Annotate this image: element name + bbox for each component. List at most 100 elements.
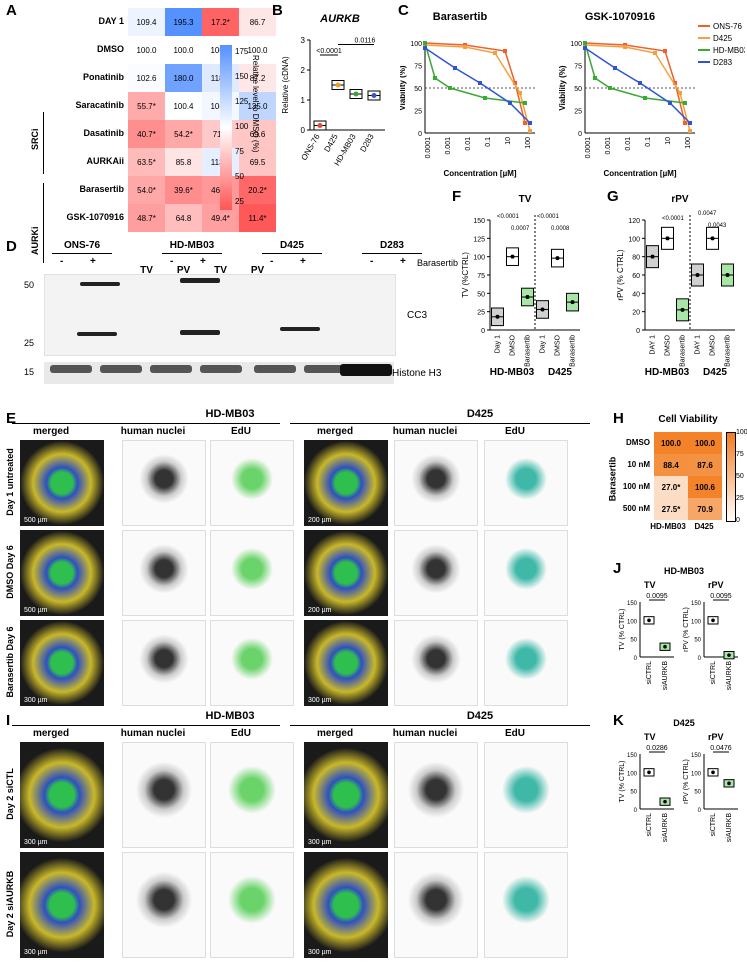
panel-label-d: D: [6, 238, 17, 255]
heatmap-a-cell: 54.0*: [128, 176, 165, 204]
y-tick-label: 150: [627, 601, 638, 607]
legend-label: D425: [713, 34, 733, 43]
group-label: HD-MB03: [490, 367, 535, 378]
curve-point: [683, 121, 687, 125]
panel-label-c: C: [398, 2, 409, 19]
merged-image: 300 µm: [304, 620, 388, 706]
y-tick-label: 0: [481, 328, 485, 335]
heatmap-a-cell: 100.0: [165, 36, 202, 64]
blot-band: [180, 278, 220, 283]
x-tick-label: siCTRL: [710, 813, 717, 836]
data-point: [317, 123, 323, 128]
x-tick-label: D425: [322, 132, 340, 154]
data-point: [663, 644, 667, 649]
subplot-title: rPV: [708, 580, 724, 590]
curve: [584, 47, 691, 124]
nuclei-image: [394, 742, 478, 848]
x-tick-label: 100: [685, 137, 692, 149]
y-tick-label: 50: [694, 790, 701, 796]
y-tick-label: 50: [694, 638, 701, 644]
data-point: [650, 254, 655, 259]
heatmap-h-colorbar: [726, 432, 736, 522]
heatmap-h-row-label: 100 nM: [622, 482, 650, 491]
grid-col-label: human nuclei: [392, 426, 458, 437]
blot-band-h3: [100, 365, 142, 373]
curve: [584, 42, 686, 104]
curve-point: [523, 121, 527, 125]
y-axis-label: TV (% CTRL): [619, 761, 626, 803]
chart-title: AURKB: [319, 13, 360, 25]
y-tick-label: 75: [414, 64, 422, 71]
y-tick-label: 100: [691, 619, 702, 625]
treatment-sign: -: [60, 256, 64, 267]
x-tick-label: Barasertib: [570, 335, 577, 367]
curve-point: [503, 49, 507, 53]
y-tick-label: 50: [414, 86, 422, 93]
curve-point: [493, 51, 497, 55]
heatmap-a-col-label: PV: [176, 265, 191, 276]
panel-label-b: B: [272, 2, 283, 19]
y-axis-label: Viability (%): [558, 65, 567, 111]
blot-group-line: [162, 253, 222, 254]
panel-label-g: G: [607, 188, 619, 205]
heatmap-a-legend-tick: 125: [235, 97, 249, 106]
edu-image: [484, 742, 568, 848]
legend-label: D283: [713, 58, 733, 67]
heatmap-a-cell: 48.7*: [128, 204, 165, 232]
blot-group-label: HD-MB03: [169, 240, 215, 251]
y-tick-label: 0: [301, 126, 306, 135]
subplot-title: TV: [644, 580, 656, 590]
x-tick-label: DAY 1: [695, 335, 702, 355]
data-point: [727, 781, 731, 786]
grid-title-left: HD-MB03: [205, 408, 255, 420]
curve-point: [583, 41, 587, 45]
scale-bar-label: 300 µm: [308, 697, 332, 704]
y-tick-label: 3: [301, 36, 306, 45]
curve-point: [523, 101, 527, 105]
y-tick-label: 0: [698, 656, 702, 662]
heatmap-h-cell: 27.5*: [654, 498, 688, 520]
x-tick-label: Barasertib: [680, 335, 687, 367]
blot-band-h3: [150, 365, 192, 373]
x-tick-label: siAURKB: [662, 813, 669, 843]
heatmap-a-cell: 102.6: [128, 64, 165, 92]
merged-image: 300 µm: [304, 742, 388, 848]
y-tick-label: 100: [628, 236, 640, 243]
nuclei-image: [122, 852, 206, 958]
x-tick-label: 10: [505, 137, 512, 145]
grid-title-left: HD-MB03: [205, 710, 255, 722]
panel-label-h: H: [613, 410, 624, 427]
heatmap-h-row-label: 10 nM: [627, 460, 650, 469]
blot-band-h3: [254, 365, 296, 373]
panel-label-e: E: [6, 410, 17, 427]
blot-group-label: D425: [280, 240, 304, 251]
blot-group-line: [52, 253, 112, 254]
y-tick-label: 60: [632, 273, 640, 280]
heatmap-a-colorbar: [220, 45, 232, 210]
curve-point: [463, 45, 467, 49]
grid-row-label: DMSO Day 6: [5, 545, 15, 599]
y-tick-label: 1: [301, 96, 306, 105]
heatmap-a-legend-tick: 25: [235, 197, 244, 206]
scale-bar-label: 500 µm: [24, 607, 48, 614]
grid-row-label: Day 1 untreated: [5, 448, 15, 516]
x-tick-label: Barasertib: [725, 335, 732, 367]
blot-band-h3: [304, 365, 346, 373]
p-value: 0.0047: [698, 211, 717, 217]
heatmap-h-cell: 100.0: [688, 432, 722, 454]
nuclei-image: [394, 620, 478, 706]
curve-point: [683, 101, 687, 105]
subplot-title: rPV: [708, 732, 724, 742]
blot-band: [77, 332, 117, 336]
marker-25: 25: [24, 338, 35, 348]
curve-point: [688, 129, 692, 133]
curve-point: [528, 121, 532, 125]
heatmap-a-cell: 86.7: [239, 8, 276, 36]
x-tick-label: 0.001: [605, 137, 612, 155]
p-value: 0.0116: [355, 38, 376, 45]
edu-image: [484, 530, 568, 616]
grid-col-label: merged: [316, 728, 354, 739]
